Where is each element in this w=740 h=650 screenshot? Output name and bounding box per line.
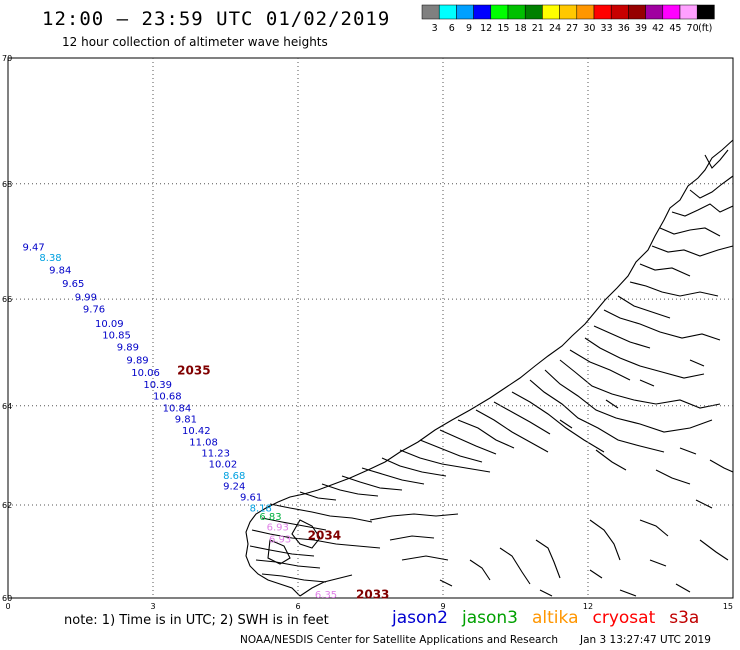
swh-value-label: 8.68 — [223, 471, 245, 482]
legend-label: 36 — [618, 23, 630, 34]
latitude-label: 64 — [2, 402, 12, 411]
legend-label: 24 — [549, 23, 561, 34]
swh-value-label: 9.65 — [62, 279, 84, 290]
swh-value-label: 9.99 — [75, 292, 97, 303]
swh-value-label: 6.93 — [267, 522, 289, 533]
swh-value-label: 8.18 — [250, 503, 272, 514]
latitude-label: 66 — [2, 295, 12, 304]
swh-value-label: 11.23 — [201, 448, 230, 459]
legend-label: 27 — [566, 23, 578, 34]
latitude-label: 60 — [2, 594, 12, 603]
swh-value-label: 9.47 — [23, 243, 45, 254]
swh-observations: 9.478.389.849.659.999.7610.0910.859.899.… — [23, 243, 338, 601]
page-title: 12:00 – 23:59 UTC 01/02/2019 — [42, 8, 391, 30]
longitude-label: 15 — [723, 602, 733, 611]
pass-time-label: 2034 — [308, 528, 341, 542]
satellite-name: altika — [532, 608, 579, 628]
swh-value-label: 8.38 — [39, 253, 61, 264]
swh-value-label: 9.76 — [83, 305, 105, 316]
page-subtitle: 12 hour collection of altimeter wave hei… — [62, 35, 328, 49]
longitude-label: 3 — [150, 602, 155, 611]
satellite-name: s3a — [669, 608, 700, 628]
longitude-label: 9 — [440, 602, 445, 611]
legend-label: 33 — [601, 23, 613, 34]
axis-labels: 70 68 66 64 62 600 3 6 9 12 15 — [2, 54, 733, 611]
longitude-label: 6 — [295, 602, 300, 611]
swh-value-label: 6.83 — [259, 512, 281, 523]
swh-value-label: 10.84 — [163, 403, 192, 414]
legend-label: 30 — [583, 23, 595, 34]
legend-label: 9 — [466, 23, 472, 34]
legend-label: 3 — [432, 23, 438, 34]
footnote: note: 1) Time is in UTC; 2) SWH is in fe… — [64, 613, 329, 628]
legend-label: 45 — [669, 23, 681, 34]
legend-label: 18 — [515, 23, 527, 34]
legend-label: 6 — [449, 23, 455, 34]
swh-value-label: 9.81 — [175, 415, 197, 426]
legend-label: 15 — [497, 23, 509, 34]
swh-value-label: 9.89 — [126, 355, 148, 366]
legend-label: 70 — [687, 23, 699, 34]
pass-time-label: 2035 — [177, 363, 210, 377]
swh-value-label: 10.85 — [102, 331, 131, 342]
legend-label: 21 — [532, 23, 544, 34]
legend-unit: (ft) — [698, 23, 712, 34]
swh-value-label: 9.89 — [117, 343, 139, 354]
pass-time-label: 2033 — [356, 587, 389, 601]
swh-value-label: 10.02 — [209, 460, 238, 471]
swh-value-label: 10.39 — [143, 380, 172, 391]
swh-value-label: 9.24 — [223, 482, 245, 493]
graticule — [8, 58, 733, 598]
swh-value-label: 9.84 — [49, 265, 71, 276]
norway-coastline — [245, 139, 734, 597]
map-frame — [7, 57, 734, 599]
latitude-label: 68 — [2, 180, 12, 189]
swh-value-label: 10.68 — [153, 391, 182, 402]
legend-label: 39 — [635, 23, 647, 34]
swh-value-label: 10.06 — [131, 368, 160, 379]
swh-value-label: 6.93 — [269, 534, 291, 545]
swh-value-label: 10.09 — [95, 319, 124, 330]
longitude-label: 0 — [5, 602, 10, 611]
swh-value-label: 9.61 — [240, 492, 262, 503]
longitude-label: 12 — [583, 602, 593, 611]
swh-value-label: 10.42 — [182, 426, 211, 437]
legend-label: 42 — [652, 23, 664, 34]
legend-swatch — [696, 4, 715, 20]
satellite-legend: jason2 jason3 altika cryosat s3a — [392, 608, 713, 628]
pass-times: 2035 2034 2033 — [177, 363, 389, 601]
wave-height-color-legend: 3 6 9 12 15 18 21 24 27 30 33 36 39 42 45 70 (ft) — [421, 4, 715, 34]
generated-timestamp: Jan 3 13:27:47 UTC 2019 — [580, 634, 711, 646]
satellite-name: jason2 — [392, 608, 448, 628]
latitude-label: 70 — [2, 54, 12, 63]
credit-line: NOAA/NESDIS Center for Satellite Applica… — [240, 634, 558, 646]
satellite-name: cryosat — [592, 608, 656, 628]
satellite-name: jason3 — [462, 608, 518, 628]
swh-value-label: 6.35 — [315, 590, 337, 601]
legend-label: 12 — [480, 23, 492, 34]
latitude-label: 62 — [2, 501, 12, 510]
swh-value-label: 11.08 — [189, 437, 218, 448]
